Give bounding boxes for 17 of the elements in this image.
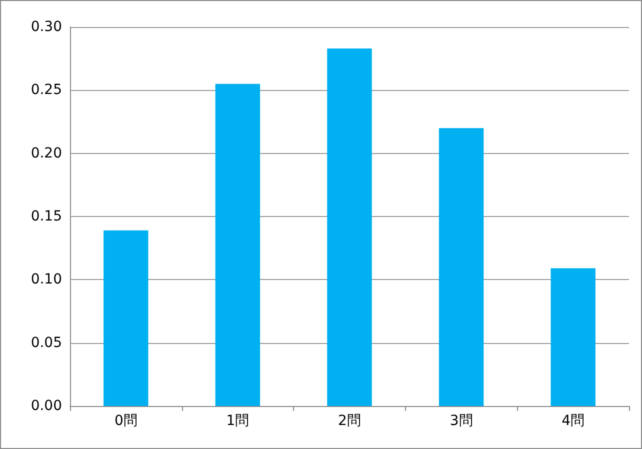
x-tick-label: 1問: [226, 413, 250, 429]
x-tick-label: 4問: [562, 413, 585, 429]
y-tick-label: 0.20: [30, 145, 62, 162]
x-tick-label: 0問: [114, 413, 138, 429]
x-tick-label: 2問: [338, 413, 361, 429]
y-tick-label: 0.00: [30, 398, 62, 414]
y-tick-label: 0.10: [30, 272, 62, 288]
y-tick-label: 0.15: [30, 208, 62, 224]
bar: [215, 84, 260, 406]
bar: [438, 128, 484, 406]
bar: [550, 268, 596, 406]
y-tick-label: 0.05: [30, 334, 62, 351]
bar: [104, 230, 148, 406]
bar: [327, 48, 372, 406]
x-tick-label: 3問: [450, 413, 473, 429]
y-tick-label: 0.25: [30, 82, 62, 98]
y-tick-label: 0.30: [30, 19, 62, 35]
